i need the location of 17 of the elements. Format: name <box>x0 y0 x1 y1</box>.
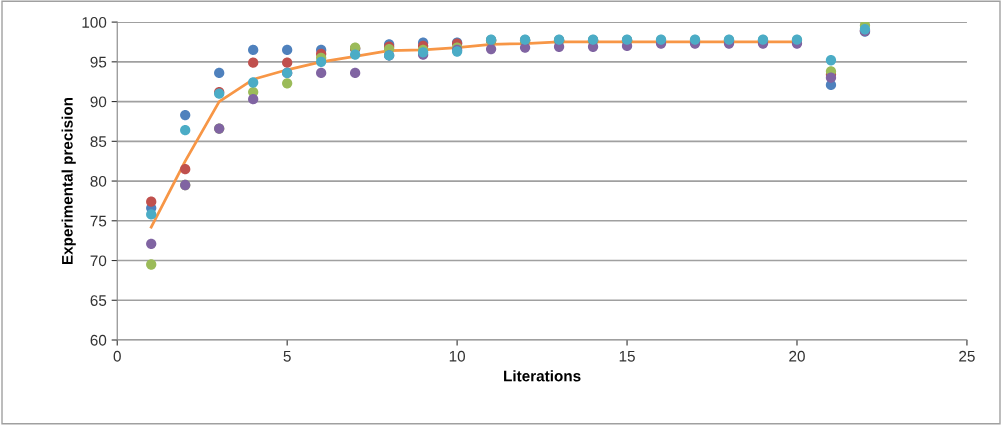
y-tick-label: 85 <box>90 136 107 147</box>
x-tick-label: 0 <box>113 350 121 362</box>
y-tick-label: 100 <box>82 16 107 28</box>
y-tick-label: 70 <box>90 255 107 267</box>
x-tick-label: 15 <box>619 350 635 362</box>
y-tick-label: 80 <box>90 175 107 187</box>
y-tick-label: 90 <box>90 96 107 108</box>
y-axis-title: Experimental precision <box>61 97 76 265</box>
x-tick-label: 25 <box>959 350 975 362</box>
y-tick-label: 95 <box>90 56 107 68</box>
y-tick-label: 75 <box>90 215 107 227</box>
x-tick-label: 20 <box>789 350 805 362</box>
x-tick-label: 10 <box>449 350 466 362</box>
y-tick-label: 65 <box>90 295 107 306</box>
x-tick-label: 5 <box>283 350 291 362</box>
x-axis-title: Literations <box>504 370 581 382</box>
y-tick-label: 60 <box>90 334 107 346</box>
